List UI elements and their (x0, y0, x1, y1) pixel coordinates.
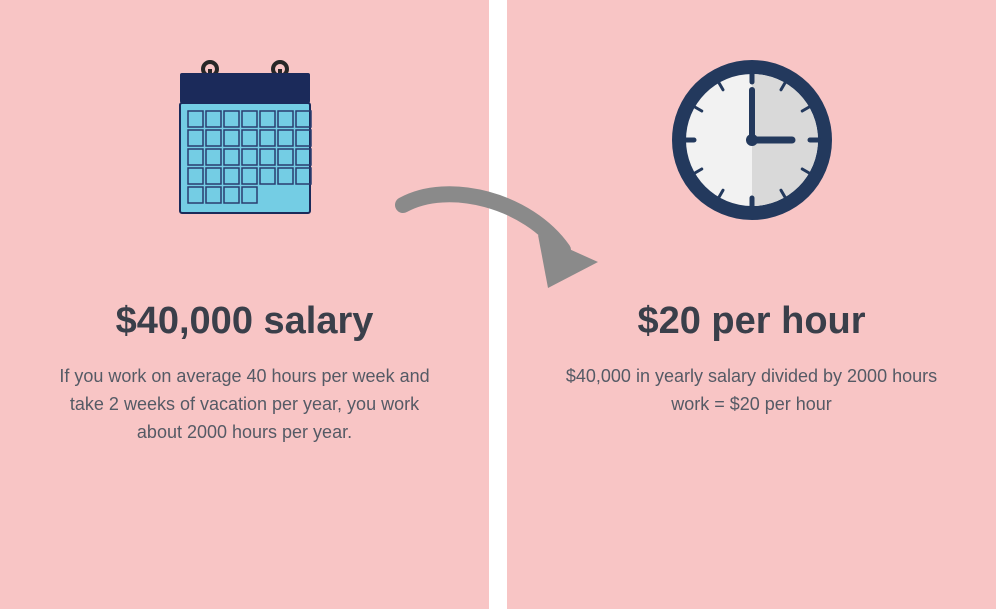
infographic-container: $40,000 salary If you work on average 40… (0, 0, 996, 609)
body-hourly: $40,000 in yearly salary divided by 2000… (562, 363, 942, 419)
body-salary: If you work on average 40 hours per week… (55, 363, 435, 447)
panel-divider (489, 0, 507, 609)
heading-hourly: $20 per hour (637, 300, 865, 343)
calendar-icon-area (50, 40, 439, 240)
panel-hourly: $20 per hour $40,000 in yearly salary di… (507, 0, 996, 609)
clock-icon-area (557, 40, 946, 240)
clock-icon (667, 55, 837, 225)
calendar-icon (170, 55, 320, 225)
panel-salary: $40,000 salary If you work on average 40… (0, 0, 489, 609)
heading-salary: $40,000 salary (116, 300, 374, 343)
